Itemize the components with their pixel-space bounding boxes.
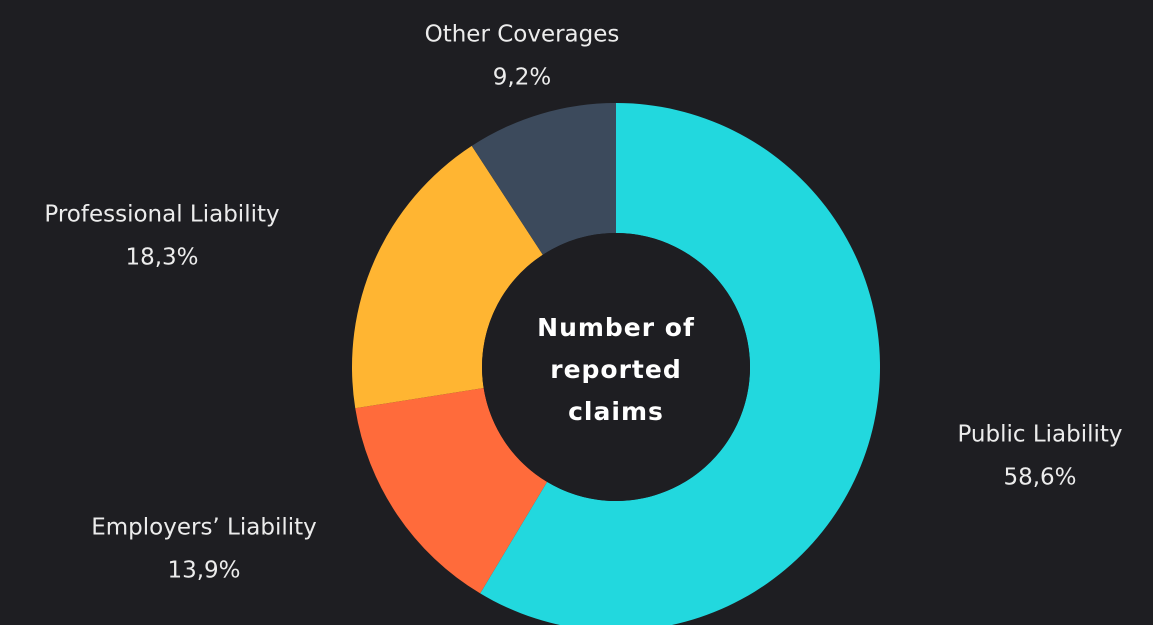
slice-label: Professional Liability (44, 202, 279, 228)
slice (471, 103, 616, 255)
slice-label: Employers’ Liability (91, 515, 317, 541)
center-label: Number of reported claims (537, 313, 695, 426)
slice-label: Other Coverages (425, 22, 620, 48)
value-label: 58,6% (1003, 465, 1076, 491)
slice (480, 103, 880, 625)
value-label: 13,9% (167, 558, 240, 584)
value-label: 18,3% (125, 245, 198, 271)
donut-hole (482, 233, 750, 501)
slice-label: Public Liability (957, 422, 1122, 448)
value-label: 9,2% (493, 65, 551, 91)
slice (355, 387, 548, 594)
slice (351, 145, 543, 409)
